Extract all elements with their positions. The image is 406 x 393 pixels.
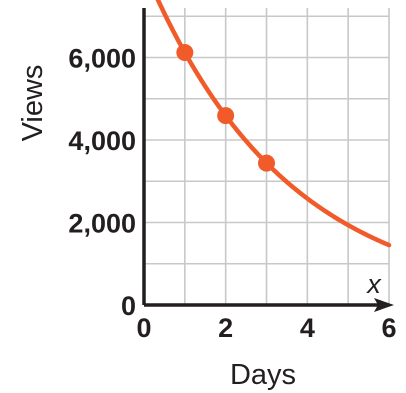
data-point bbox=[217, 107, 235, 125]
labels: Views Days x 0 2,000 4,000 6,000 0 2 4 6 bbox=[17, 44, 397, 392]
x-tick-label: 2 bbox=[218, 313, 233, 343]
y-tick-label: 6,000 bbox=[68, 44, 136, 74]
x-axis-variable: x bbox=[365, 269, 382, 299]
data-point bbox=[176, 44, 194, 62]
y-tick-label: 4,000 bbox=[68, 126, 136, 156]
axes bbox=[142, 8, 394, 312]
x-tick-label: 4 bbox=[300, 313, 315, 343]
x-tick-label: 0 bbox=[136, 313, 151, 343]
data-points bbox=[176, 44, 275, 172]
x-axis-arrowhead bbox=[374, 298, 394, 312]
data-point bbox=[258, 154, 275, 172]
x-tick-label: 6 bbox=[381, 313, 396, 343]
y-tick-label: 0 bbox=[121, 291, 136, 321]
y-tick-label: 2,000 bbox=[68, 209, 136, 239]
x-axis-label: Days bbox=[230, 359, 296, 391]
y-axis-label: Views bbox=[17, 65, 49, 142]
